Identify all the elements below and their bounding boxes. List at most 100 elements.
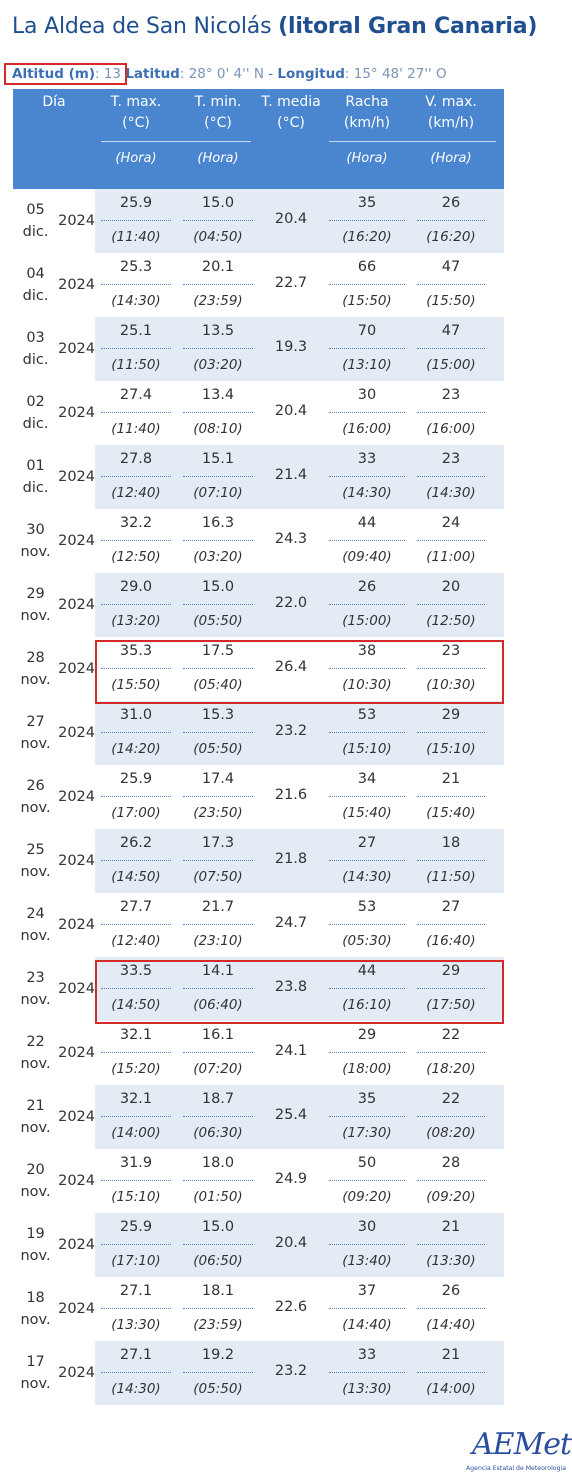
altitud-label: Altitud (m)	[12, 66, 95, 82]
cell-racha: 33	[357, 451, 377, 467]
row-date: 17 nov. 2024	[13, 1341, 95, 1405]
table-row: 24 nov. 2024 27.7 (12:40) 21.7 (23:10) 53 (05:3…	[13, 893, 504, 957]
cell-tmin-hora: (01:50)	[193, 1189, 243, 1205]
cell-tmax: 35.3	[119, 643, 153, 659]
cell-tmin-hora: (03:20)	[193, 549, 243, 565]
cell-tmin: 15.0	[201, 579, 235, 595]
row-date: 25 nov. 2024	[13, 829, 95, 893]
cell-tmax: 32.1	[119, 1091, 153, 1107]
cell-tmax: 31.9	[119, 1155, 153, 1171]
cell-tmax-hora: (15:50)	[111, 677, 161, 693]
cell-tmedia: 25.4	[274, 1107, 308, 1123]
cell-tmedia: 20.4	[274, 403, 308, 419]
cell-tmin: 16.3	[201, 515, 235, 531]
cell-racha-hora: (09:20)	[342, 1189, 392, 1205]
row-date: 05 dic. 2024	[13, 189, 95, 253]
row-date: 26 nov. 2024	[13, 765, 95, 829]
cell-tmax-hora: (13:30)	[111, 1317, 161, 1333]
cell-tmax: 27.7	[119, 899, 153, 915]
row-date: 02 dic. 2024	[13, 381, 95, 445]
cell-tmax-hora: (17:00)	[111, 805, 161, 821]
cell-vmax: 21	[441, 771, 461, 787]
cell-racha: 33	[357, 1347, 377, 1363]
header-tmax-hora: (Hora)	[115, 151, 157, 166]
header-racha: Racha (km/h)	[343, 94, 391, 131]
cell-tmax-hora: (14:50)	[111, 869, 161, 885]
cell-tmin: 17.4	[201, 771, 235, 787]
cell-tmedia: 20.4	[274, 1235, 308, 1251]
cell-racha-hora: (18:00)	[342, 1061, 392, 1077]
cell-tmin-hora: (07:20)	[193, 1061, 243, 1077]
cell-tmin: 18.1	[201, 1283, 235, 1299]
station-meta: Altitud (m): 13 Latitud: 28° 0' 4'' N - …	[12, 66, 447, 82]
cell-vmax-hora: (11:50)	[426, 869, 476, 885]
longitud-value: 15° 48' 27'' O	[353, 66, 447, 82]
cell-tmin: 14.1	[201, 963, 235, 979]
page-title: La Aldea de San Nicolás (litoral Gran Ca…	[12, 14, 537, 39]
table-row: 03 dic. 2024 25.1 (11:50) 13.5 (03:20) 70 (13:1…	[13, 317, 504, 381]
table-row: 21 nov. 2024 32.1 (14:00) 18.7 (06:30) 35 (17:3…	[13, 1085, 504, 1149]
cell-racha: 53	[357, 707, 377, 723]
cell-vmax: 26	[441, 1283, 461, 1299]
cell-vmax-hora: (16:20)	[426, 229, 476, 245]
cell-tmin: 13.5	[201, 323, 235, 339]
cell-vmax: 18	[441, 835, 461, 851]
cell-tmax-hora: (15:10)	[111, 1189, 161, 1205]
cell-vmax: 23	[441, 387, 461, 403]
cell-vmax-hora: (10:30)	[426, 677, 476, 693]
table-row: 22 nov. 2024 32.1 (15:20) 16.1 (07:20) 29 (18:0…	[13, 1021, 504, 1085]
cell-tmin: 16.1	[201, 1027, 235, 1043]
table-header: Día T. max. (°C) T. min. (°C) T. media (°C)…	[13, 89, 504, 189]
cell-tmax-hora: (13:20)	[111, 613, 161, 629]
row-date: 20 nov. 2024	[13, 1149, 95, 1213]
cell-vmax-hora: (17:50)	[426, 997, 476, 1013]
cell-vmax: 28	[441, 1155, 461, 1171]
cell-tmax: 27.1	[119, 1283, 153, 1299]
cell-racha: 37	[357, 1283, 377, 1299]
row-date: 19 nov. 2024	[13, 1213, 95, 1277]
cell-tmedia: 21.4	[274, 467, 308, 483]
longitud-label: Longitud	[277, 66, 345, 82]
table-row: 01 dic. 2024 27.8 (12:40) 15.1 (07:10) 33 (14:3…	[13, 445, 504, 509]
cell-racha: 34	[357, 771, 377, 787]
cell-vmax: 29	[441, 707, 461, 723]
latitud-value: 28° 0' 4'' N	[188, 66, 264, 82]
header-vmax-hora: (Hora)	[430, 151, 472, 166]
table-row: 29 nov. 2024 29.0 (13:20) 15.0 (05:50) 26 (15:0…	[13, 573, 504, 637]
cell-racha-hora: (16:10)	[342, 997, 392, 1013]
cell-tmin-hora: (05:50)	[193, 741, 243, 757]
row-date: 28 nov. 2024	[13, 637, 95, 701]
cell-tmedia: 19.3	[274, 339, 308, 355]
cell-tmedia: 22.6	[274, 1299, 308, 1315]
cell-vmax: 27	[441, 899, 461, 915]
cell-vmax-hora: (16:40)	[426, 933, 476, 949]
cell-vmax-hora: (14:00)	[426, 1381, 476, 1397]
row-date: 30 nov. 2024	[13, 509, 95, 573]
cell-vmax-hora: (14:30)	[426, 485, 476, 501]
cell-tmin: 17.5	[201, 643, 235, 659]
cell-tmin: 15.0	[201, 195, 235, 211]
cell-vmax: 23	[441, 451, 461, 467]
cell-tmax: 27.4	[119, 387, 153, 403]
cell-tmedia: 22.0	[274, 595, 308, 611]
cell-racha: 53	[357, 899, 377, 915]
cell-tmedia: 26.4	[274, 659, 308, 675]
row-date: 01 dic. 2024	[13, 445, 95, 509]
cell-tmax-hora: (14:30)	[111, 293, 161, 309]
cell-tmax: 27.8	[119, 451, 153, 467]
cell-tmax-hora: (17:10)	[111, 1253, 161, 1269]
aemet-subtitle: Agencia Estatal de Meteorología	[466, 1465, 567, 1472]
cell-vmax-hora: (12:50)	[426, 613, 476, 629]
cell-vmax-hora: (18:20)	[426, 1061, 476, 1077]
cell-racha-hora: (13:30)	[342, 1381, 392, 1397]
table-row: 18 nov. 2024 27.1 (13:30) 18.1 (23:59) 37 (14:4…	[13, 1277, 504, 1341]
cell-racha-hora: (16:00)	[342, 421, 392, 437]
cell-tmax: 25.9	[119, 771, 153, 787]
cell-vmax: 24	[441, 515, 461, 531]
table-row: 25 nov. 2024 26.2 (14:50) 17.3 (07:50) 27 (14:3…	[13, 829, 504, 893]
cell-tmin-hora: (23:10)	[193, 933, 243, 949]
cell-tmin: 21.7	[201, 899, 235, 915]
cell-tmin-hora: (04:50)	[193, 229, 243, 245]
cell-vmax-hora: (15:00)	[426, 357, 476, 373]
aemet-wordmark: AEMet	[472, 1427, 572, 1462]
